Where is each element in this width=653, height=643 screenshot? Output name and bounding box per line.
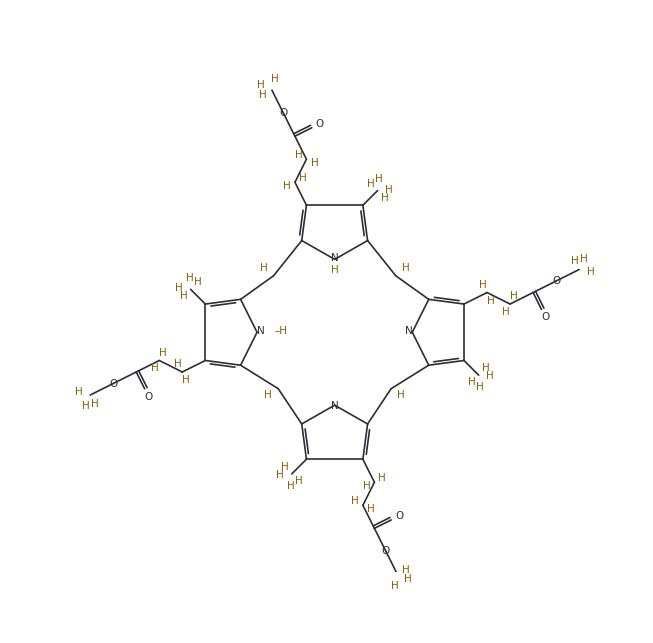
Text: H: H <box>362 481 370 491</box>
Text: H: H <box>476 382 484 392</box>
Text: H: H <box>502 307 510 317</box>
Text: H: H <box>311 158 318 168</box>
Text: H: H <box>385 185 393 195</box>
Text: H: H <box>486 371 494 381</box>
Text: N: N <box>257 326 265 336</box>
Text: O: O <box>552 276 560 286</box>
Text: H: H <box>402 264 409 273</box>
Text: H: H <box>257 80 265 91</box>
Text: O: O <box>382 547 390 556</box>
Text: H: H <box>331 266 338 275</box>
Text: H: H <box>351 496 358 506</box>
Text: H: H <box>482 363 490 373</box>
Text: H: H <box>397 390 405 400</box>
Text: H: H <box>264 390 272 400</box>
Text: H: H <box>295 150 302 160</box>
Text: H: H <box>260 264 268 273</box>
Text: H: H <box>479 280 487 289</box>
Text: H: H <box>185 273 193 283</box>
Text: H: H <box>259 89 267 100</box>
Text: H: H <box>295 476 302 486</box>
Text: O: O <box>395 511 404 521</box>
Text: O: O <box>279 108 287 118</box>
Text: H: H <box>82 401 89 411</box>
Text: H: H <box>586 267 594 277</box>
Text: H: H <box>367 504 375 514</box>
Text: H: H <box>151 363 159 374</box>
Text: H: H <box>391 581 398 591</box>
Text: –H: –H <box>274 326 287 336</box>
Text: H: H <box>281 462 289 472</box>
Text: H: H <box>367 179 374 188</box>
Text: H: H <box>375 174 383 184</box>
Text: H: H <box>510 291 518 301</box>
Text: H: H <box>402 565 410 575</box>
Text: H: H <box>174 359 182 369</box>
Text: H: H <box>182 375 190 385</box>
Text: H: H <box>487 296 495 305</box>
Text: H: H <box>91 399 99 409</box>
Text: H: H <box>271 74 278 84</box>
Text: H: H <box>580 254 588 264</box>
Text: O: O <box>109 379 118 388</box>
Text: H: H <box>571 256 579 266</box>
Text: H: H <box>75 387 83 397</box>
Text: O: O <box>144 392 153 402</box>
Text: H: H <box>468 377 475 387</box>
Text: H: H <box>194 277 202 287</box>
Text: H: H <box>381 192 389 203</box>
Text: H: H <box>276 470 284 480</box>
Text: H: H <box>175 284 183 293</box>
Text: O: O <box>315 119 324 129</box>
Text: H: H <box>287 480 295 491</box>
Text: H: H <box>283 181 291 191</box>
Text: H: H <box>159 347 167 358</box>
Text: H: H <box>180 291 187 302</box>
Text: O: O <box>541 312 550 322</box>
Text: H: H <box>299 173 307 183</box>
Text: N: N <box>331 253 338 264</box>
Text: N: N <box>406 326 413 336</box>
Text: N: N <box>331 401 338 411</box>
Text: H: H <box>379 473 386 484</box>
Text: H: H <box>404 574 412 584</box>
